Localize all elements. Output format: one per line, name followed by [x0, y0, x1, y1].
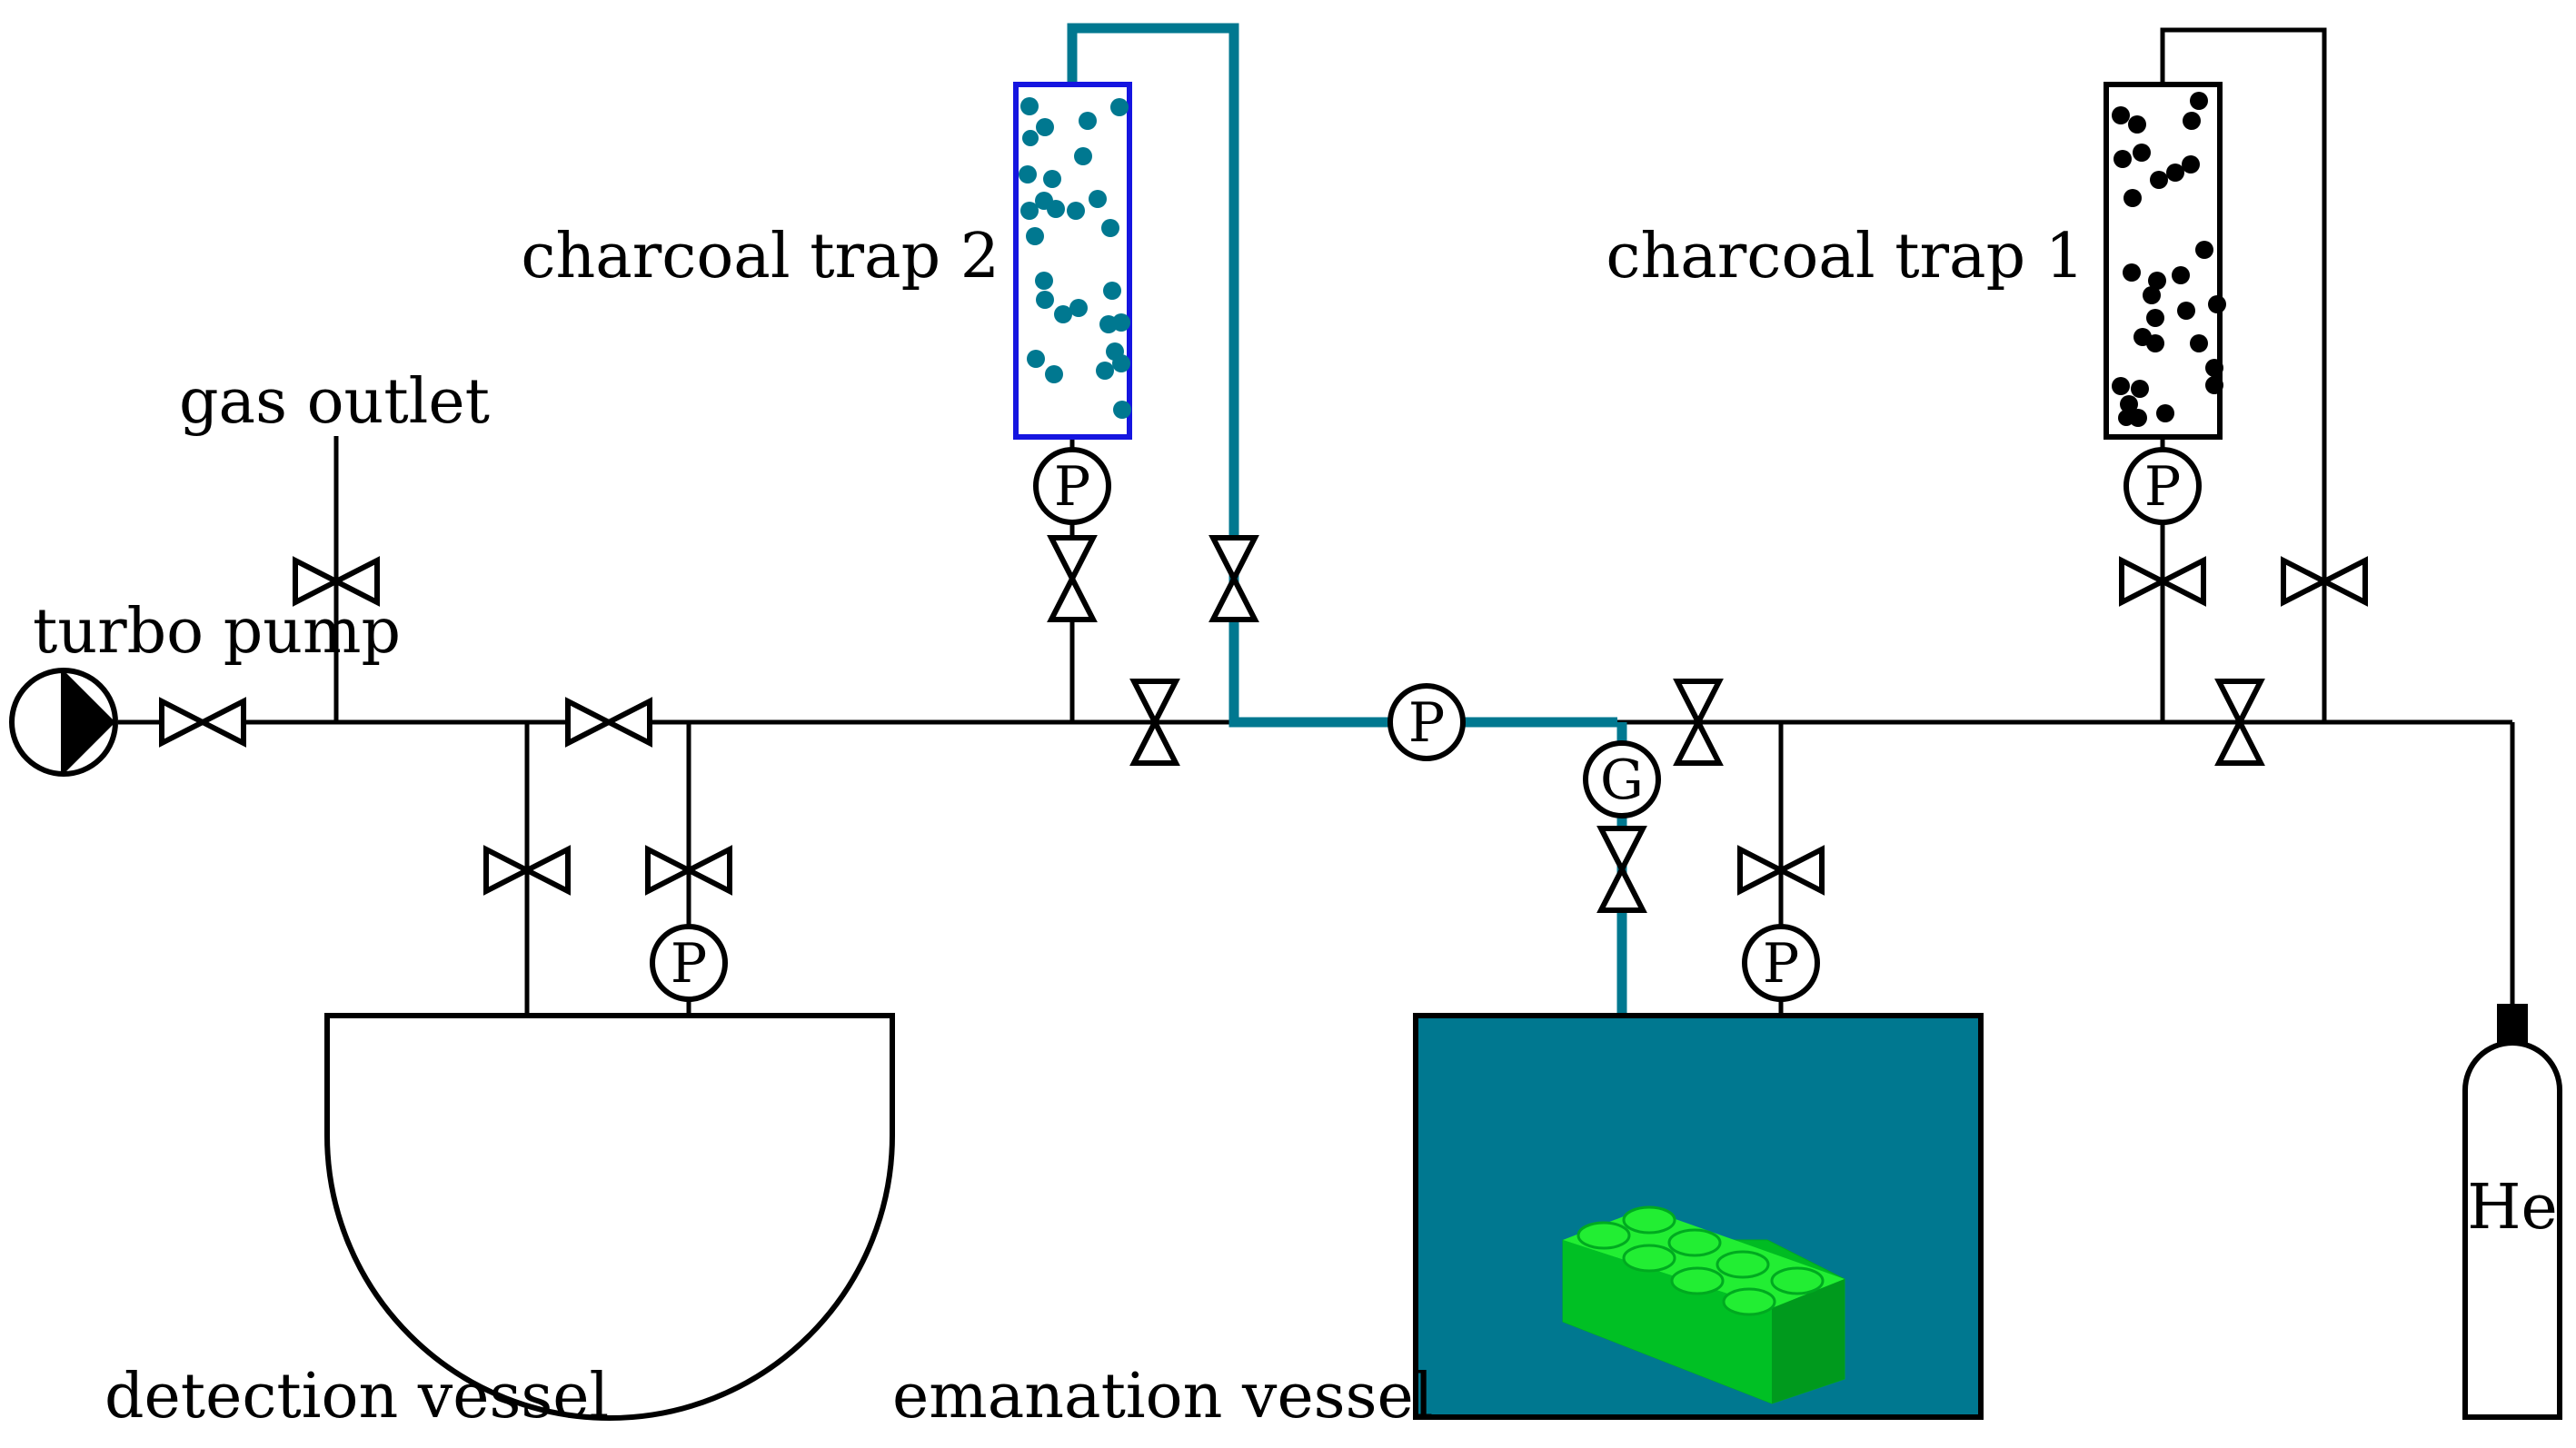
valve-trap2-bypass — [1208, 535, 1259, 622]
svg-text:P: P — [1408, 691, 1445, 755]
valve-gas-outlet — [293, 556, 380, 607]
charcoal-trap-2 — [1013, 82, 1132, 440]
valve-detection-left — [483, 845, 571, 896]
helium-label: He — [2467, 1172, 2558, 1244]
valve-detection-main — [565, 697, 652, 748]
label-emanation-vessel: emanation vessel — [892, 1361, 1433, 1433]
svg-text:P: P — [2144, 455, 2181, 519]
valve-turbo-pump — [159, 697, 246, 748]
trap2-bypass-pipe — [1067, 23, 1617, 728]
valve-main-left-of-p — [1129, 679, 1180, 766]
label-detection-vessel: detection vessel — [104, 1361, 609, 1433]
label-turbo-pump: turbo pump — [33, 596, 401, 668]
label-charcoal-trap-1: charcoal trap 1 — [1606, 221, 2084, 293]
label-gas-outlet: gas outlet — [179, 366, 490, 438]
valve-main-right-of-g — [1673, 679, 1724, 766]
charcoal-trap-1 — [2104, 82, 2226, 440]
trap-2-charcoal — [1019, 97, 1131, 419]
label-charcoal-trap-2: charcoal trap 2 — [521, 221, 1000, 293]
valves[interactable] — [159, 535, 2368, 913]
detection-vessel — [324, 1013, 895, 1421]
valve-main-near-he — [2214, 679, 2265, 766]
svg-text:G: G — [1600, 749, 1644, 812]
turbo-pump-icon — [9, 668, 118, 777]
labels: charcoal trap 2 charcoal trap 1 gas outl… — [33, 221, 2084, 1433]
lego-brick-sample — [1562, 1205, 1845, 1404]
pressure-gauge-trap1: P — [2123, 447, 2202, 525]
valve-detection-right — [645, 845, 732, 896]
pressure-gauge-main: P — [1387, 683, 1466, 761]
pressure-gauge-trap2: P — [1033, 447, 1111, 525]
helium-bottle: He — [2462, 1004, 2562, 1420]
valve-emanation-teal — [1596, 826, 1647, 913]
svg-text:P: P — [1763, 932, 1799, 996]
valve-emanation-right — [1737, 845, 1825, 896]
emanation-vessel — [1413, 1013, 1984, 1420]
pressure-gauge-emanation: P — [1742, 924, 1820, 1002]
gas-gauge: G — [1583, 740, 1661, 818]
trap-1-charcoal — [2112, 92, 2226, 427]
valve-trap1-left — [2119, 556, 2206, 607]
pressure-gauges: P P P P P G — [650, 447, 2202, 1002]
svg-text:P: P — [1054, 455, 1090, 519]
svg-text:P: P — [671, 932, 707, 996]
valve-trap1-right — [2281, 556, 2368, 607]
teal-pipework — [1067, 23, 1627, 1016]
valve-trap2-left — [1047, 535, 1098, 622]
pressure-gauge-detection: P — [650, 924, 728, 1002]
